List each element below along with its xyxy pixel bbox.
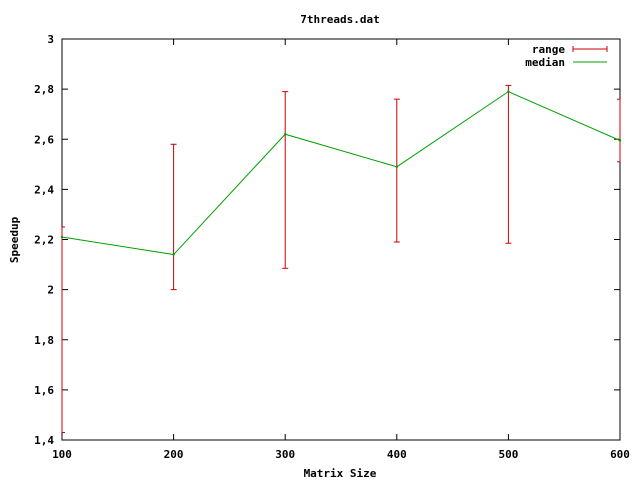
x-axis: 100 200 300 400 500 600	[52, 39, 630, 461]
median-point	[172, 253, 175, 256]
y-tick-label: 2,6	[34, 133, 54, 146]
y-tick-label: 2,2	[34, 234, 54, 247]
plot-frame	[61, 38, 621, 441]
y-tick-label: 2,4	[34, 183, 54, 196]
x-axis-label: Matrix Size	[304, 467, 377, 480]
x-tick-label: 300	[275, 448, 295, 461]
y-tick-label: 1,6	[34, 384, 54, 397]
median-point	[284, 133, 287, 136]
y-tick-label: 1,4	[34, 434, 54, 447]
chart-title: 7threads.dat	[300, 13, 379, 26]
y-axis-label: Speedup	[8, 216, 21, 263]
y-tick-label: 1,8	[34, 334, 54, 347]
median-point	[395, 165, 398, 169]
legend-label-median: median	[525, 56, 565, 69]
median-series	[60, 90, 622, 256]
range-series	[61, 84, 621, 433]
y-axis: 1,4 1,6 1,8 2 2,2 2,4 2,6 2,8 3	[34, 33, 620, 447]
median-point	[618, 139, 622, 142]
y-tick-label: 2	[47, 284, 54, 297]
x-tick-label: 100	[52, 448, 72, 461]
legend: range median	[525, 43, 608, 69]
x-tick-label: 200	[164, 448, 184, 461]
x-tick-label: 500	[498, 448, 518, 461]
median-point	[60, 235, 64, 239]
x-tick-label: 400	[387, 448, 407, 461]
median-point	[507, 90, 510, 93]
y-tick-label: 3	[47, 33, 54, 46]
y-tick-label: 2,8	[34, 83, 54, 96]
legend-label-range: range	[532, 43, 565, 56]
legend-swatch-range	[572, 46, 608, 52]
median-line	[61, 91, 621, 256]
x-tick-label: 600	[610, 448, 630, 461]
